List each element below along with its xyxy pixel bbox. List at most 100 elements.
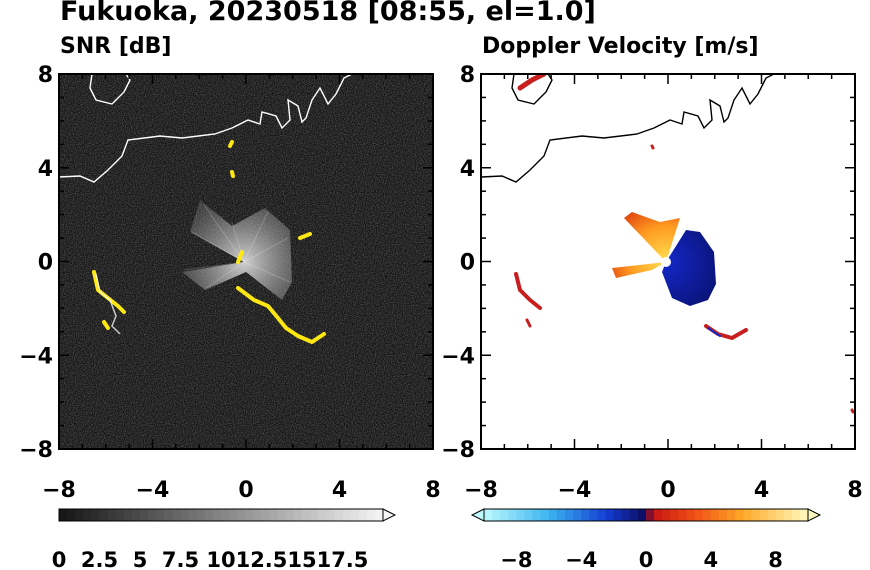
- snr-colorbar-segment: [334, 509, 343, 521]
- snr-colorbar-label: 17.5: [317, 548, 369, 570]
- snr-colorbar-segment: [229, 509, 238, 521]
- snr-colorbar-segment: [115, 509, 125, 521]
- snr-colorbar-segment: [302, 509, 311, 521]
- doppler-y-tick-label: 0: [460, 251, 475, 276]
- doppler-colorbar-segment: [759, 509, 768, 521]
- doppler-approaching-fan-2: [612, 262, 666, 278]
- snr-colorbar-label: 12.5: [236, 548, 288, 570]
- snr-y-tick-label: 0: [38, 251, 53, 276]
- doppler-colorbar-label: −8: [500, 548, 532, 570]
- doppler-colorbar-segment: [605, 509, 615, 521]
- doppler-receding-fan: [662, 230, 716, 306]
- doppler-colorbar-segment: [791, 509, 801, 521]
- snr-colorbar-segment: [123, 509, 133, 521]
- doppler-colorbar-segment: [597, 509, 606, 521]
- doppler-x-tick-label: 0: [660, 478, 675, 503]
- doppler-colorbar: −8 −4 0 4 8: [470, 508, 822, 570]
- snr-y-tick-label: 8: [38, 63, 53, 88]
- snr-y-tick-label: −4: [19, 344, 53, 369]
- doppler-colorbar-segment: [492, 509, 501, 521]
- doppler-colorbar-segment: [743, 509, 752, 521]
- doppler-x-tick-label: −4: [558, 478, 592, 503]
- doppler-colorbar-segment: [508, 509, 517, 521]
- snr-colorbar-segment: [131, 509, 141, 521]
- snr-colorbar-segment: [172, 509, 181, 521]
- doppler-colorbar-segment: [573, 509, 582, 521]
- snr-colorbar-segment: [196, 509, 206, 521]
- doppler-colorbar-segment: [516, 509, 525, 521]
- doppler-colorbar-segment: [637, 509, 647, 521]
- snr-colorbar-segment: [83, 509, 92, 521]
- snr-colorbar-segment: [342, 509, 352, 521]
- doppler-colorbar-segment: [670, 509, 679, 521]
- snr-colorbar-label: 10: [206, 548, 235, 570]
- snr-colorbar-segment: [59, 509, 68, 521]
- snr-colorbar-label: 15: [287, 548, 316, 570]
- snr-colorbar-segment: [67, 509, 76, 521]
- doppler-colorbar-label: 4: [703, 548, 718, 570]
- snr-colorbar-segment: [75, 509, 84, 521]
- snr-colorbar-segment: [212, 509, 222, 521]
- radar-site-marker: [661, 257, 671, 267]
- doppler-x-tick-label: −8: [464, 478, 498, 503]
- snr-colorbar-segment: [261, 509, 271, 521]
- doppler-colorbar-segment: [532, 509, 542, 521]
- doppler-colorbar-segment: [775, 509, 785, 521]
- doppler-colorbar-label: 8: [768, 548, 783, 570]
- snr-plot-area: [59, 74, 433, 449]
- snr-colorbar-segment: [326, 509, 335, 521]
- snr-panel-title: SNR [dB]: [60, 34, 172, 59]
- doppler-approaching-fan-1: [624, 212, 680, 262]
- snr-colorbar-segment: [245, 509, 254, 521]
- snr-colorbar: 0 2.5 5 7.5 10 12.5 15 17.5: [52, 508, 397, 570]
- snr-colorbar-segment: [180, 509, 190, 521]
- doppler-colorbar-segment: [654, 509, 663, 521]
- doppler-colorbar-segment: [629, 509, 639, 521]
- snr-colorbar-segment: [221, 509, 230, 521]
- doppler-colorbar-segment: [702, 509, 712, 521]
- doppler-y-tick-label: 8: [460, 63, 475, 88]
- doppler-y-tick-label: −8: [441, 438, 475, 463]
- doppler-colorbar-segment: [718, 509, 728, 521]
- doppler-y-tick-label: 4: [460, 157, 475, 182]
- snr-colorbar-label: 2.5: [81, 548, 118, 570]
- snr-island-coast: [89, 74, 131, 105]
- doppler-colorbar-extend-max: [807, 508, 822, 522]
- snr-axis-ticks: −8 −4 0 4 8 8 4 0 −4 −8: [19, 63, 440, 503]
- doppler-colorbar-segment: [678, 509, 687, 521]
- doppler-colorbar-segment: [662, 509, 671, 521]
- snr-clutter-rays: [183, 204, 291, 289]
- snr-colorbar-segment: [107, 509, 117, 521]
- doppler-x-tick-label: 8: [847, 478, 862, 503]
- doppler-colorbar-label: 0: [639, 548, 654, 570]
- doppler-colorbar-segment: [751, 509, 760, 521]
- doppler-colorbar-segment: [621, 509, 631, 521]
- snr-colorbar-label: 7.5: [162, 548, 199, 570]
- snr-x-tick-label: −8: [42, 478, 76, 503]
- doppler-coastline: [481, 74, 775, 183]
- doppler-colorbar-label: −4: [565, 548, 597, 570]
- doppler-colorbar-segment: [524, 509, 534, 521]
- snr-colorbar-segment: [204, 509, 214, 521]
- doppler-colorbar-segment: [767, 509, 777, 521]
- snr-colorbar-segment: [358, 509, 368, 521]
- doppler-colorbar-segment: [589, 509, 598, 521]
- snr-colorbar-label: 0: [52, 548, 67, 570]
- snr-colorbar-segment: [269, 509, 279, 521]
- doppler-colorbar-segment: [581, 509, 590, 521]
- snr-clutter-fan: [182, 200, 292, 300]
- doppler-colorbar-segment: [613, 509, 623, 521]
- snr-colorbar-segment: [140, 509, 149, 521]
- doppler-colorbar-segment: [500, 509, 509, 521]
- snr-x-tick-label: 0: [238, 478, 253, 503]
- snr-colorbar-segment: [366, 509, 376, 521]
- snr-x-tick-label: 4: [332, 478, 347, 503]
- doppler-colorbar-segment: [556, 509, 566, 521]
- doppler-colorbar-segment: [548, 509, 558, 521]
- snr-colorbar-segment: [310, 509, 319, 521]
- snr-coastline: [59, 74, 353, 183]
- snr-x-tick-label: −4: [136, 478, 170, 503]
- snr-colorbar-segment: [253, 509, 262, 521]
- doppler-colorbar-segment: [540, 509, 550, 521]
- doppler-colorbar-extend-min: [470, 508, 485, 522]
